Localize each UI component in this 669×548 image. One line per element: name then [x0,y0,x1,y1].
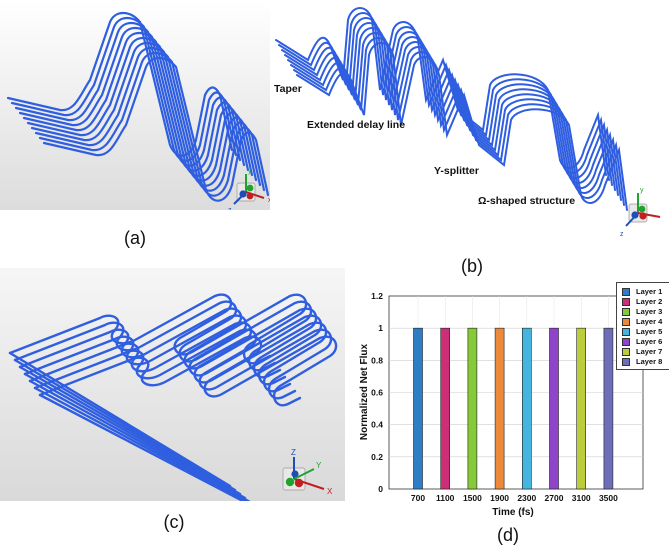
legend-swatch [622,318,630,327]
waveguide-c-straight [23,372,247,500]
panel-a-render: x y z [0,0,270,210]
x-tick-label: 3100 [572,493,591,503]
y-tick-label: 0 [378,484,383,494]
waveguide-c-straight [33,386,249,501]
legend-swatch [622,298,630,307]
panel-c: X Y Z [0,268,345,501]
bar [576,327,587,490]
waveguide-a [14,21,242,167]
panel-b-render: y z [275,7,661,238]
waveguide-a [10,16,238,162]
bar [413,327,423,490]
axis-z-label-b: z [620,231,624,238]
x-tick-label: 2700 [545,493,564,503]
legend-label: Layer 4 [636,317,663,326]
panel-b: y z [268,0,669,240]
chart-legend: Layer 1 Layer 2 Layer 3 Layer 4 Layer 5 Layer… [616,282,669,370]
legend-entry: Layer 8 [622,357,662,367]
legend-entry: Layer 6 [622,337,662,347]
legend-label: Layer 7 [636,347,663,356]
legend-label: Layer 2 [636,297,663,306]
legend-label: Layer 5 [636,327,663,336]
waveguide-c-straight [28,379,251,501]
x-tick-label: 2300 [517,493,536,503]
axis-y-label-c: Y [316,461,322,470]
y-tick-label: 0.8 [371,355,383,365]
legend-entry: Layer 3 [622,307,662,317]
y-tick-label: 0.6 [371,388,383,398]
y-tick-label: 0.2 [371,452,383,462]
legend-label: Layer 1 [636,287,663,296]
y-tick-label: 1.2 [371,291,383,301]
annotation-y-splitter: Y-splitter [434,165,479,177]
waveguide-a [6,11,234,157]
waveguide-b [296,42,628,211]
bar [603,327,614,490]
waveguide-bundle-c [8,293,338,501]
bar [494,327,505,490]
x-tick-label: 3500 [599,493,618,503]
legend-entry: Layer 1 [622,287,662,297]
legend-label: Layer 8 [636,357,663,366]
panel-a: x y z [0,0,270,210]
chart-ylabel: Normalized Net Flux [359,344,370,441]
caption-b: (b) [461,256,483,276]
legend-entry: Layer 2 [622,297,662,307]
bar [440,327,451,490]
legend-swatch [622,288,630,297]
axis-triad-a: x y z [228,168,270,210]
waveguide-a [18,26,246,172]
axis-z-label-a: z [228,207,232,210]
waveguide-bundle-b [275,7,628,211]
annotation-delay-line: Extended delay line [307,119,406,131]
annotation-omega-structure: Ω-shaped structure [478,195,576,207]
panel-c-render: X Y Z [0,268,345,501]
legend-label: Layer 3 [636,307,663,316]
axis-z-label-c: Z [291,448,296,457]
x-tick-label: 1500 [463,493,482,503]
annotation-taper: Taper [274,83,302,95]
legend-swatch [622,338,630,347]
x-tick-label: 1900 [490,493,509,503]
caption-a: (a) [124,228,146,248]
waveguide-a [34,46,262,192]
waveguide-a [38,51,266,197]
waveguide-a [22,31,250,177]
waveguide-c [33,328,333,400]
x-tick-label: 700 [411,493,425,503]
waveguide-c-straight [38,393,246,501]
axis-triad-c: X Y Z [282,448,333,496]
x-tick-label: 1100 [436,493,455,503]
y-tick-label: 0.4 [371,420,383,430]
legend-entry: Layer 4 [622,317,662,327]
legend-entry: Layer 7 [622,347,662,357]
caption-c: (c) [163,512,185,532]
legend-entry: Layer 5 [622,327,662,337]
waveguide-a [42,56,270,202]
axis-triad-b: y z [620,187,661,238]
axis-x-label-a: x [268,197,270,204]
bar [521,327,532,490]
caption-d: (d) [497,525,519,545]
axis-y-label-a: y [248,168,252,175]
legend-swatch [622,308,630,317]
chart-xlabel: Time (fs) [492,507,534,518]
bar [549,327,559,490]
waveguide-bundle-a [6,11,270,202]
plot-area [388,295,644,490]
axis-y-label-b: y [640,187,644,194]
legend-swatch [622,328,630,337]
legend-swatch [622,358,630,367]
y-tick-label: 1 [378,323,383,333]
bar [467,327,478,490]
waveguide-a [26,36,254,182]
legend-label: Layer 6 [636,337,663,346]
waveguide-c [38,335,338,407]
axis-x-label-c: X [327,487,333,496]
legend-swatch [622,348,630,357]
waveguide-a [30,41,258,187]
